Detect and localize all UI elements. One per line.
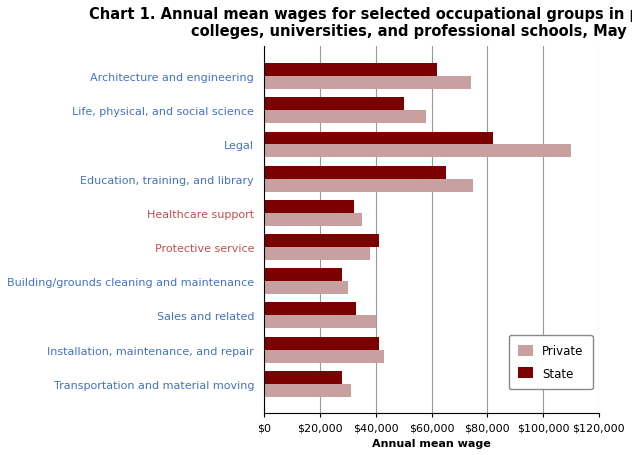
Bar (264, 248, 370, 260)
Bar (264, 350, 384, 363)
Bar (264, 303, 356, 316)
Bar (264, 111, 426, 124)
Bar (264, 145, 571, 158)
X-axis label: Annual mean wage: Annual mean wage (372, 438, 491, 448)
Bar (264, 234, 379, 248)
Bar (264, 98, 404, 111)
Bar (264, 132, 493, 145)
Bar (264, 64, 437, 77)
Bar (264, 201, 354, 213)
Bar (264, 282, 348, 294)
Bar (264, 371, 343, 384)
Bar (264, 384, 351, 397)
Legend: Private, State: Private, State (509, 335, 593, 389)
Bar (264, 268, 343, 282)
Bar (264, 179, 473, 192)
Bar (264, 77, 471, 90)
Title: Chart 1. Annual mean wages for selected occupational groups in private and State: Chart 1. Annual mean wages for selected … (89, 7, 632, 39)
Bar (264, 316, 376, 329)
Bar (264, 337, 379, 350)
Bar (264, 167, 446, 179)
Bar (264, 213, 362, 227)
